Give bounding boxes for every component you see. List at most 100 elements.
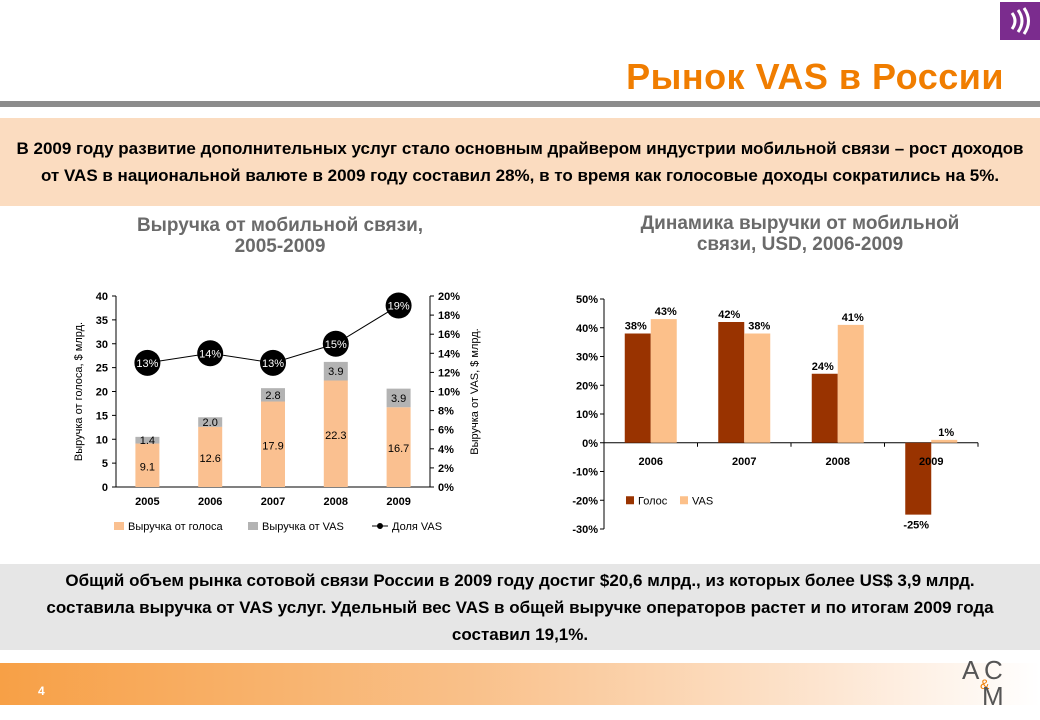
- legend-swatch-voice: [626, 496, 634, 505]
- y-axis-title: Выручка от голоса, $ млрд.: [73, 322, 85, 461]
- voice-revenue-bar: [198, 426, 223, 487]
- y-tick-label: -10%: [572, 467, 598, 479]
- revenue-stacked-chart: 0 5 10 15 20 25 30 35 40 0% 2% 4% 6% 8% 10% 12% 14% 16% 18…: [73, 291, 481, 533]
- vas-growth-bar: [931, 439, 958, 443]
- y-tick-label: 15: [96, 410, 108, 422]
- y-tick-label: 35: [96, 315, 108, 327]
- x-tick-label: 2009: [386, 496, 410, 508]
- vas-revenue-bar: [323, 361, 348, 381]
- left-chart-title-line2: 2005-2009: [234, 236, 326, 257]
- voice-revenue-bar: [323, 380, 348, 487]
- vas-share-label: 15%: [325, 339, 347, 351]
- y-tick-label: 50%: [576, 294, 598, 306]
- y-tick-label: 40%: [576, 323, 598, 335]
- revenue-dynamics-chart: -30% -20% -10% 0% 10% 20% 30% 40% 50% 38% 43% 2006 4…: [572, 294, 979, 536]
- x-tick-label: 2006: [639, 456, 663, 468]
- x-tick-label: 2008: [826, 456, 850, 468]
- page-number: 4: [38, 684, 45, 698]
- y-tick-label: 10%: [576, 409, 598, 421]
- y-tick-label: -20%: [572, 495, 598, 507]
- voice-value-label: 16.7: [388, 443, 409, 455]
- legend-label-voice: Голос: [638, 495, 668, 507]
- vas-revenue-bar: [386, 388, 411, 408]
- y2-tick-label: 10%: [438, 387, 460, 399]
- y-tick-label: 5: [102, 458, 108, 470]
- brand-logo: [1000, 2, 1040, 40]
- vas-growth-bar: [837, 324, 864, 443]
- legend-label-voice: Выручка от голоса: [128, 521, 223, 533]
- vas-share-label: 13%: [136, 358, 158, 370]
- x-tick-label: 2009: [919, 456, 943, 468]
- y2-axis-title: Выручка от VAS, $ млрд.: [469, 328, 481, 454]
- voice-value-label: 17.9: [262, 440, 283, 452]
- voice-value-label: 22.3: [325, 430, 346, 442]
- y-tick-label: 20%: [576, 380, 598, 392]
- right-chart-title: Динамика выручки от мобильной связи, USD…: [600, 213, 1000, 255]
- footer-bar: [0, 663, 1040, 705]
- voice-growth-bar: [624, 333, 651, 443]
- vas-growth-label: 41%: [842, 312, 864, 324]
- x-tick-label: 2007: [732, 456, 756, 468]
- acm-logo: A C & M: [962, 655, 1004, 707]
- y-tick-label: 10: [96, 434, 108, 446]
- vas-revenue-bar: [198, 417, 223, 427]
- acm-logo-c: C: [984, 655, 1003, 685]
- y2-tick-label: 0%: [438, 482, 454, 494]
- y-tick-label: 30: [96, 339, 108, 351]
- voice-growth-label: 24%: [812, 361, 834, 373]
- y-tick-label: -30%: [572, 524, 598, 536]
- vas-revenue-bar: [135, 436, 160, 444]
- y2-tick-label: 4%: [438, 444, 454, 456]
- bottom-summary-banner: Общий объем рынка сотовой связи России в…: [0, 564, 1040, 650]
- vas-value-label: 3.9: [391, 393, 406, 405]
- y2-tick-label: 2%: [438, 463, 454, 475]
- x-tick-label: 2005: [135, 496, 159, 508]
- voice-growth-label: 38%: [625, 321, 647, 333]
- vas-share-point: [322, 330, 349, 357]
- legend-label-share: Доля VAS: [392, 521, 442, 533]
- x-tick-label: 2008: [324, 496, 348, 508]
- legend-swatch-voice: [114, 522, 124, 530]
- y-tick-label: 40: [96, 291, 108, 303]
- vas-value-label: 1.4: [140, 435, 155, 447]
- voice-growth-bar: [905, 442, 932, 515]
- y-tick-label: 25: [96, 363, 108, 375]
- vas-share-label: 14%: [199, 348, 221, 360]
- y2-tick-label: 8%: [438, 406, 454, 418]
- x-tick-label: 2007: [261, 496, 285, 508]
- voice-revenue-bar: [386, 407, 411, 487]
- y2-tick-label: 16%: [438, 329, 460, 341]
- legend-swatch-vas: [680, 496, 688, 505]
- voice-growth-bar: [718, 322, 745, 443]
- vas-value-label: 2.0: [203, 417, 218, 429]
- y-tick-label: 0%: [582, 438, 598, 450]
- y-tick-label: 0: [102, 482, 108, 494]
- legend-marker-share: [377, 523, 383, 529]
- voice-value-label: 9.1: [140, 461, 155, 473]
- y2-tick-label: 20%: [438, 291, 460, 303]
- acm-logo-m: M: [982, 681, 1004, 707]
- vas-share-point: [134, 349, 161, 376]
- vas-share-point: [197, 340, 224, 367]
- legend-label-vas: Выручка от VAS: [262, 521, 344, 533]
- right-chart-title-line1: Динамика выручки от мобильной: [640, 213, 960, 234]
- page-title: Рынок VAS в России: [626, 56, 1004, 97]
- y-tick-label: 30%: [576, 352, 598, 364]
- sound-waves-icon: [1010, 7, 1030, 35]
- title-divider: [0, 101, 1040, 107]
- voice-growth-bar: [811, 373, 838, 443]
- vas-value-label: 2.8: [265, 390, 280, 402]
- vas-share-point: [260, 349, 286, 376]
- voice-growth-label: 42%: [718, 309, 740, 321]
- vas-value-label: 3.9: [328, 366, 343, 378]
- left-chart-title-line1: Выручка от мобильной связи,: [136, 215, 424, 236]
- y2-tick-label: 12%: [438, 367, 460, 379]
- vas-share-label: 19%: [388, 301, 410, 313]
- left-chart-title: Выручка от мобильной связи, 2005-2009: [100, 215, 460, 257]
- vas-growth-bar: [650, 319, 677, 443]
- vas-growth-label: 43%: [655, 306, 677, 318]
- acm-logo-amp: &: [980, 676, 990, 692]
- legend-label-vas: VAS: [692, 495, 713, 507]
- legend-swatch-vas: [248, 522, 258, 530]
- vas-growth-label: 38%: [748, 321, 770, 333]
